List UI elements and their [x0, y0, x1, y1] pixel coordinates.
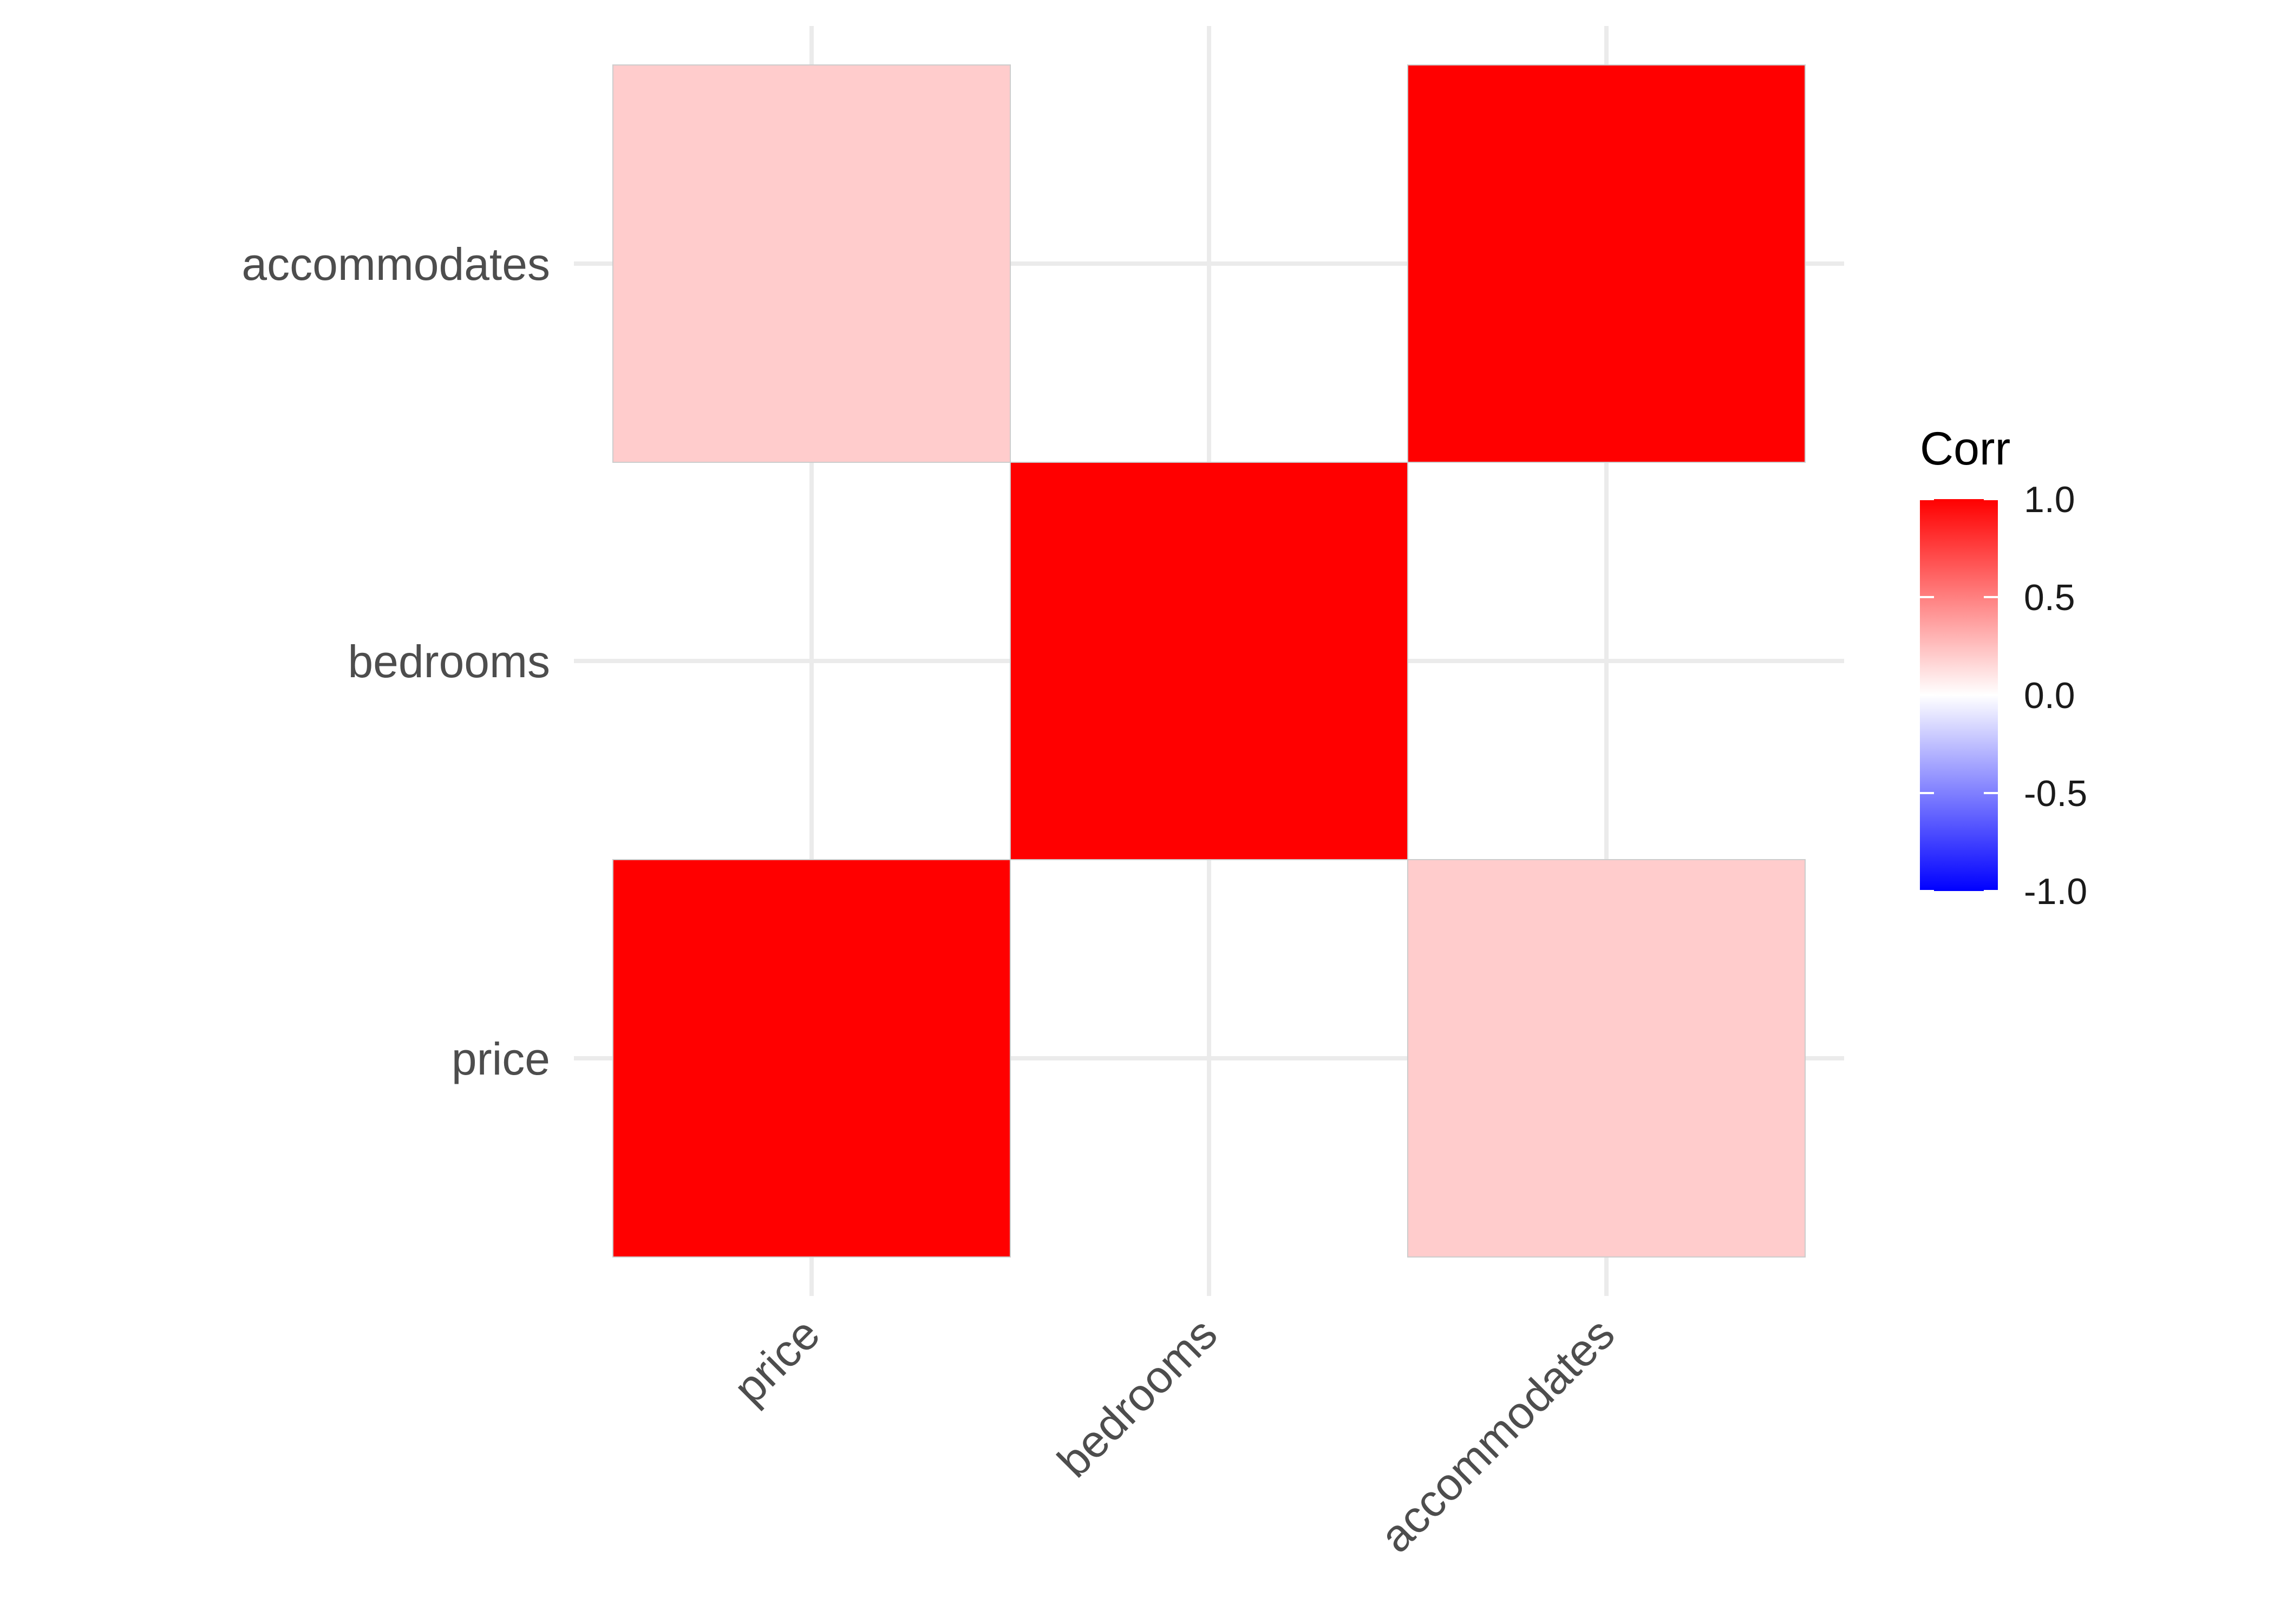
x-tick-label-price: price — [724, 1308, 829, 1413]
x-tick-label-accommodates: accommodates — [1370, 1308, 1624, 1562]
legend-tick-label: 1.0 — [2024, 479, 2075, 520]
y-tick-label-accommodates: accommodates — [241, 239, 550, 290]
tile-accommodates-price — [1407, 859, 1806, 1258]
y-tick-label-price: price — [452, 1033, 550, 1084]
tile-accommodates-accommodates — [1407, 64, 1806, 463]
legend-tick-label: -1.0 — [2024, 871, 2087, 912]
tile-bedrooms-bedrooms — [1010, 462, 1408, 860]
legend-tick-label: 0.0 — [2024, 675, 2075, 716]
legend: Corr 1.0 0.5 0.0 -0.5 -1.0 — [1920, 423, 2087, 912]
legend-tick-label: 0.5 — [2024, 577, 2075, 618]
tile-price-accommodates — [612, 64, 1011, 463]
heatmap-tiles — [612, 64, 1806, 1258]
legend-title: Corr — [1920, 423, 2010, 475]
y-tick-label-bedrooms: bedrooms — [348, 636, 550, 687]
legend-tick-label: -0.5 — [2024, 773, 2087, 814]
tile-price-price — [612, 859, 1011, 1258]
x-tick-label-bedrooms: bedrooms — [1048, 1308, 1227, 1487]
